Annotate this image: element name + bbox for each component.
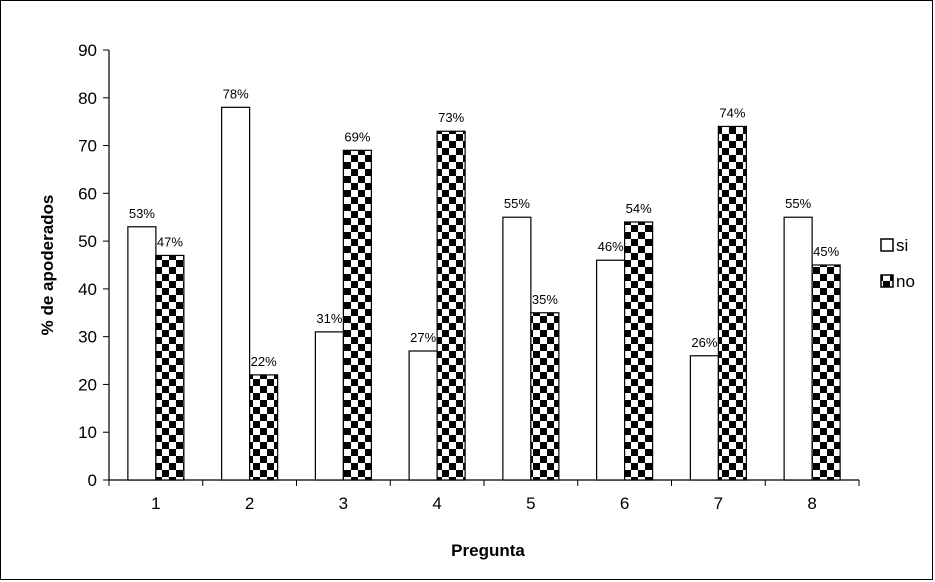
data-label-si-2: 78% [223, 86, 249, 101]
legend-swatch-si [880, 238, 894, 252]
bar-si-8 [783, 216, 813, 481]
data-label-si-1: 53% [129, 206, 155, 221]
bar-si-2 [221, 106, 251, 481]
y-tick-label: 30 [78, 328, 97, 347]
x-tick-label: 1 [151, 494, 160, 513]
data-label-si-8: 55% [785, 196, 811, 211]
data-label-no-8: 45% [813, 244, 839, 259]
data-label-no-5: 35% [532, 292, 558, 307]
bar-si-4 [408, 350, 438, 481]
bar-no-3 [342, 149, 372, 481]
data-label-si-3: 31% [316, 311, 342, 326]
data-label-no-3: 69% [344, 129, 370, 144]
y-tick-label: 0 [88, 471, 97, 490]
bar-si-6 [596, 259, 626, 481]
legend-label-no: no [896, 272, 915, 291]
data-label-no-4: 73% [438, 110, 464, 125]
axes: 0 10 20 30 40 50 60 70 80 90 1 2 3 4 5 6 7 8 [78, 41, 860, 513]
x-tick-label: 5 [526, 494, 535, 513]
y-axis-title: % de apoderados [38, 195, 57, 336]
legend: si no [880, 236, 915, 291]
x-axis-title: Pregunta [451, 541, 525, 560]
x-tick-label: 4 [432, 494, 441, 513]
bar-no-5 [530, 312, 560, 481]
data-labels: 53% 78% 31% 27% 55% 46% 26% 55% 47% 22% 69% 73% 35% 5… [129, 86, 840, 369]
y-tick-label: 20 [78, 375, 97, 394]
bar-no-7 [717, 125, 747, 481]
bar-no-6 [624, 221, 654, 481]
x-tick-label: 3 [339, 494, 348, 513]
bar-si-3 [314, 331, 344, 481]
bar-no-4 [436, 130, 466, 481]
data-label-si-5: 55% [504, 196, 530, 211]
data-label-si-6: 46% [598, 239, 624, 254]
data-label-no-6: 54% [626, 201, 652, 216]
y-tick-label: 10 [78, 423, 97, 442]
legend-label-si: si [896, 236, 908, 255]
bar-no-2 [249, 374, 279, 481]
bar-no-8 [811, 264, 841, 481]
data-label-no-2: 22% [251, 354, 277, 369]
y-tick-label: 80 [78, 89, 97, 108]
data-label-no-1: 47% [157, 234, 183, 249]
y-tick-label: 40 [78, 280, 97, 299]
bar-si-7 [689, 355, 719, 481]
data-label-si-7: 26% [691, 335, 717, 350]
y-tick-label: 50 [78, 232, 97, 251]
x-tick-label: 8 [807, 494, 816, 513]
y-tick-label: 90 [78, 41, 97, 60]
x-tick-label: 2 [245, 494, 254, 513]
x-tick-label: 7 [714, 494, 723, 513]
bar-no-1 [155, 254, 185, 481]
bar-si-5 [502, 216, 532, 481]
legend-swatch-no [880, 274, 894, 288]
data-label-si-4: 27% [410, 330, 436, 345]
y-tick-label: 60 [78, 184, 97, 203]
y-tick-label: 70 [78, 137, 97, 156]
bar-si-1 [127, 226, 157, 481]
data-label-no-7: 74% [719, 105, 745, 120]
bars [127, 106, 841, 481]
x-tick-label: 6 [620, 494, 629, 513]
